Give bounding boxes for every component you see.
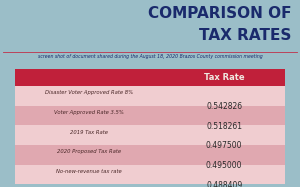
Text: COMPARISON OF: COMPARISON OF [148, 6, 291, 21]
Text: 0.518261: 0.518261 [206, 122, 242, 131]
Bar [15, 165, 285, 184]
Text: 2019 Tax Rate: 2019 Tax Rate [70, 130, 108, 135]
Text: Tax Rate: Tax Rate [204, 73, 244, 82]
Bar [15, 106, 285, 125]
Text: 0.495000: 0.495000 [206, 161, 242, 170]
Text: 0.497500: 0.497500 [206, 141, 242, 150]
Bar [15, 86, 285, 106]
Bar [15, 69, 285, 86]
Text: 2020 Proposed Tax Rate: 2020 Proposed Tax Rate [57, 149, 121, 154]
Text: 0.542826: 0.542826 [206, 102, 242, 111]
Bar [15, 145, 285, 165]
Text: Voter Approved Rate 3.5%: Voter Approved Rate 3.5% [54, 110, 124, 115]
Text: 0.488409: 0.488409 [206, 181, 242, 187]
Text: No-new-revenue tax rate: No-new-revenue tax rate [56, 169, 122, 174]
Bar [15, 125, 285, 145]
Text: Disaster Voter Approved Rate 8%: Disaster Voter Approved Rate 8% [45, 90, 133, 95]
Text: TAX RATES: TAX RATES [199, 28, 291, 43]
Text: screen shot of document shared during the August 18, 2020 Brazos County commissi: screen shot of document shared during th… [38, 54, 262, 59]
